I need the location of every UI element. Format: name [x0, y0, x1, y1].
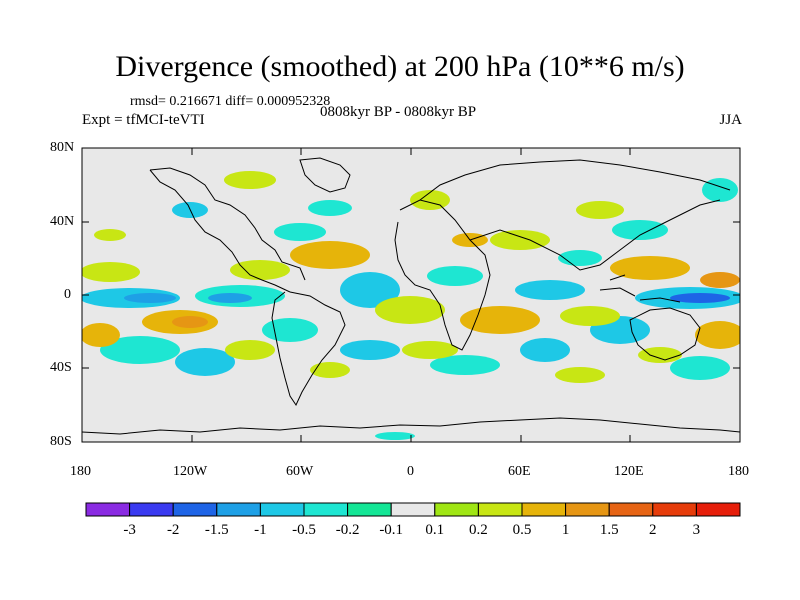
coast-north-america: [149, 167, 306, 281]
colorbar-swatch: [695, 502, 741, 517]
blob-neg: [274, 223, 326, 241]
coast-eurasia-north: [419, 159, 731, 201]
x-tick-label: 60W: [286, 464, 314, 479]
blob-neg: [670, 356, 730, 380]
blob-pos: [555, 367, 605, 383]
blob-neg: [308, 200, 352, 216]
colorbar-swatch: [216, 502, 261, 517]
colorbar-label: 0.5: [512, 522, 532, 538]
blob-neg: [427, 266, 483, 286]
coast-indonesia: [599, 274, 681, 303]
axis-ticks: [81, 147, 741, 443]
blob-pos: [700, 272, 740, 288]
colorbar-label: -0.5: [292, 522, 316, 538]
colorbar-label: 2: [649, 522, 657, 538]
colorbar-label: -1: [254, 522, 267, 538]
blob-pos: [402, 341, 458, 359]
x-tick-label: 180: [70, 464, 91, 479]
blob-pos: [490, 230, 550, 250]
blob-pos: [576, 201, 624, 219]
field-blobs: [82, 171, 740, 440]
experiment-label: Expt = tfMCI-teVTI: [82, 112, 205, 128]
blob-pos: [460, 306, 540, 334]
colorbar-label: 3: [692, 522, 701, 538]
colorbar-label: 0.2: [469, 522, 488, 538]
colorbar-swatch: [172, 502, 218, 517]
blob-pos: [82, 323, 120, 347]
map-title: Divergence (smoothed) at 200 hPa (10**6 …: [115, 50, 685, 83]
y-tick-label: 0: [64, 287, 71, 302]
blob-neg-core: [670, 293, 730, 303]
blob-neg: [702, 178, 738, 202]
blob-pos: [290, 241, 370, 269]
blob-neg-core: [124, 293, 176, 303]
colorbar-swatch: [85, 502, 131, 517]
coast-africa: [394, 199, 491, 351]
blob-pos-core: [172, 316, 208, 328]
x-tick-label: 60E: [508, 464, 531, 479]
colorbar-label: 1.5: [599, 522, 619, 538]
x-tick-label: 120W: [173, 464, 208, 479]
coast-australia: [629, 307, 701, 361]
period-text: 0808kyr BP - 0808kyr BP: [320, 104, 477, 120]
blob-pos: [230, 260, 290, 280]
blob-neg: [515, 280, 585, 300]
colorbar-swatch: [608, 502, 654, 517]
blob-pos: [225, 340, 275, 360]
blob-pos: [560, 306, 620, 326]
blob-pos: [610, 256, 690, 280]
blob-pos: [82, 262, 140, 282]
blob-pos: [638, 347, 682, 363]
colorbar-label: -0.1: [379, 522, 404, 538]
coast-greenland: [299, 157, 351, 193]
x-tick-label: 180: [728, 464, 749, 479]
colorbar-swatch: [521, 502, 567, 517]
colorbar-swatch: [434, 502, 479, 517]
blob-neg: [340, 272, 400, 308]
blob-neg: [175, 348, 235, 376]
colorbar-swatch: [129, 502, 174, 517]
blob-pos: [94, 229, 126, 241]
colorbar-swatch: [259, 502, 305, 517]
colorbar-swatch: [390, 502, 436, 517]
blob-pos: [695, 321, 740, 349]
y-tick-label: 40N: [50, 214, 75, 229]
blob-neg: [520, 338, 570, 362]
coast-antarctica: [82, 417, 740, 435]
y-tick-label: 40S: [50, 360, 72, 375]
colorbar-swatch: [652, 502, 697, 517]
coast-eurasia-south: [469, 199, 721, 271]
x-tick-label: 0: [407, 464, 414, 479]
colorbar-label: -3: [123, 522, 136, 538]
coast-north-america-west: [149, 169, 291, 293]
blob-neg: [612, 220, 668, 240]
blob-pos: [224, 171, 276, 189]
blob-pos: [310, 362, 350, 378]
colorbar-label: 1: [561, 522, 570, 538]
blob-neg-core: [208, 293, 252, 303]
colorbar: [85, 502, 741, 517]
colorbar-label: -1.5: [204, 522, 229, 538]
coastlines: [82, 157, 740, 435]
blob-neg: [340, 340, 400, 360]
blob-neg: [430, 355, 500, 375]
colorbar-label: -0.2: [335, 522, 360, 538]
colorbar-swatch: [477, 502, 523, 517]
coast-south-america: [271, 291, 346, 407]
blob-pos: [375, 296, 445, 324]
x-tick-label: 120E: [614, 464, 644, 479]
blob-neg: [262, 318, 318, 342]
colorbar-label: -2: [166, 522, 180, 538]
stats-text: rmsd= 0.216671 diff= 0.000952328: [130, 94, 331, 109]
colorbar-swatch: [303, 502, 349, 517]
y-tick-label: 80S: [50, 434, 72, 449]
blob-neg: [375, 432, 415, 440]
y-tick-label: 80N: [50, 140, 75, 155]
colorbar-swatch: [565, 502, 610, 517]
blob-neg: [100, 336, 180, 364]
colorbar-swatch: [347, 502, 392, 517]
season-label: JJA: [719, 112, 742, 128]
colorbar-label: 0.1: [425, 522, 445, 538]
